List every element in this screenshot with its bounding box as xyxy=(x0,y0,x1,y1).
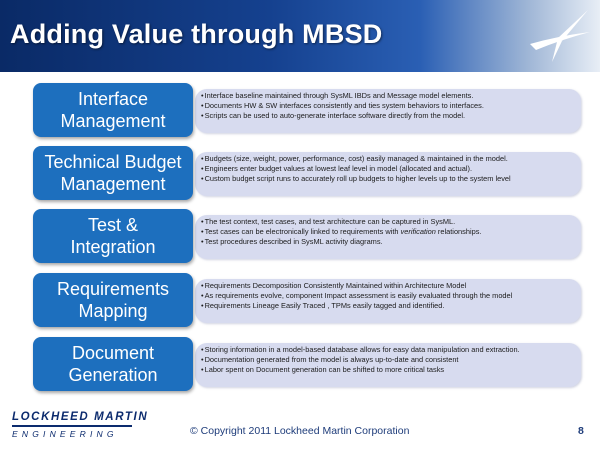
category-label-line: Technical Budget xyxy=(44,152,182,172)
category-label-line: Mapping xyxy=(78,301,148,321)
category-label-line: Requirements xyxy=(56,279,170,299)
bullet-item: Budgets (size, weight, power, performanc… xyxy=(201,154,579,164)
bullet-item: Requirements Lineage Easily Traced , TPM… xyxy=(201,301,579,311)
bullet-item: As requirements evolve, component Impact… xyxy=(201,291,579,301)
category-label-line: Interface xyxy=(77,89,149,109)
category-label-line: Management xyxy=(60,111,166,131)
bullet-list: Storing information in a model-based dat… xyxy=(201,345,579,375)
category-label: Interface Management xyxy=(33,83,193,137)
bullet-item: Documents HW & SW interfaces consistentl… xyxy=(201,101,579,111)
bullet-item: Documentation generated from the model i… xyxy=(201,355,579,365)
page-number: 8 xyxy=(578,425,584,437)
bullet-item: Interface baseline maintained through Sy… xyxy=(201,91,579,101)
category-label-line: Test & xyxy=(87,215,139,235)
bullet-emphasis: verification xyxy=(400,227,436,236)
bullet-item: Scripts can be used to auto-generate int… xyxy=(201,111,579,121)
category-label-line: Generation xyxy=(68,365,158,385)
lockheed-martin-logo: LOCKHEED MARTIN ENGINEERING xyxy=(12,411,148,439)
slide-title: Adding Value through MBSD xyxy=(10,19,383,49)
category-label-line: Management xyxy=(60,174,166,194)
bullet-item: Test cases can be electronically linked … xyxy=(201,227,579,237)
logo-subtitle: ENGINEERING xyxy=(12,429,118,439)
bullet-list: The test context, test cases, and test a… xyxy=(201,217,579,247)
bullet-text: Test cases can be electronically linked … xyxy=(204,227,401,236)
copyright-text: © Copyright 2011 Lockheed Martin Corpora… xyxy=(190,425,410,437)
category-label: Test & Integration xyxy=(33,209,193,263)
row-interface-management: Interface Management Interface baseline … xyxy=(33,83,581,137)
bullet-item: Requirements Decomposition Consistently … xyxy=(201,281,579,291)
row-document-generation: Document Generation Storing information … xyxy=(33,337,581,391)
bullet-list: Budgets (size, weight, power, performanc… xyxy=(201,154,579,184)
bullet-item: Custom budget script runs to accurately … xyxy=(201,174,579,184)
category-label-line: Document xyxy=(71,343,155,363)
logo-divider xyxy=(12,425,132,427)
bullet-text: relationships. xyxy=(435,227,482,236)
slide-header: Adding Value through MBSD xyxy=(0,0,600,72)
row-requirements-mapping: Requirements Mapping Requirements Decomp… xyxy=(33,273,581,327)
category-label: Document Generation xyxy=(33,337,193,391)
bullet-list: Requirements Decomposition Consistently … xyxy=(201,281,579,311)
category-label-line: Integration xyxy=(70,237,156,257)
bullet-list: Interface baseline maintained through Sy… xyxy=(201,91,579,121)
bullet-item: Storing information in a model-based dat… xyxy=(201,345,579,355)
lockheed-star-icon xyxy=(530,10,590,62)
category-label: Requirements Mapping xyxy=(33,273,193,327)
row-technical-budget-management: Technical Budget Management Budgets (siz… xyxy=(33,146,581,200)
logo-name: LOCKHEED MARTIN xyxy=(12,411,149,423)
bullet-item: Test procedures described in SysML activ… xyxy=(201,237,579,247)
bullet-item: Labor spent on Document generation can b… xyxy=(201,365,579,375)
row-test-integration: Test & Integration The test context, tes… xyxy=(33,209,581,263)
bullet-item: The test context, test cases, and test a… xyxy=(201,217,579,227)
bullet-item: Engineers enter budget values at lowest … xyxy=(201,164,579,174)
category-label: Technical Budget Management xyxy=(33,146,193,200)
